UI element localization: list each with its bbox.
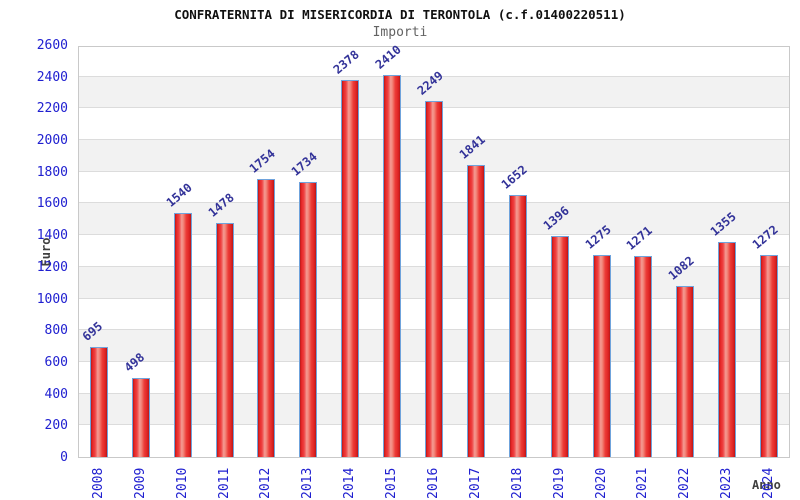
x-tick-label: 2024 bbox=[761, 467, 777, 499]
x-tick-label: 2022 bbox=[677, 467, 693, 499]
bar-2023 bbox=[718, 242, 737, 457]
bar-value-label: 2410 bbox=[372, 42, 404, 72]
bar-2009 bbox=[131, 378, 150, 457]
y-tick-label: 800 bbox=[44, 323, 68, 339]
x-tick-label: 2009 bbox=[132, 467, 148, 499]
x-tick-label: 2020 bbox=[593, 467, 609, 499]
bar-2020 bbox=[592, 254, 611, 457]
bar-2017 bbox=[466, 165, 485, 457]
bar-2015 bbox=[383, 75, 402, 457]
x-tick-label: 2015 bbox=[384, 467, 400, 499]
bar-2018 bbox=[508, 195, 527, 457]
y-tick-label: 2600 bbox=[36, 38, 68, 53]
bar-2012 bbox=[257, 179, 276, 457]
x-tick-label: 2017 bbox=[467, 467, 483, 499]
y-tick-label: 1200 bbox=[36, 259, 68, 275]
bar-value-label: 2378 bbox=[330, 47, 363, 77]
y-tick-label: 2000 bbox=[36, 133, 68, 149]
bar-2008 bbox=[89, 346, 108, 457]
y-tick-label: 600 bbox=[44, 354, 68, 370]
x-tick-label: 2010 bbox=[174, 467, 190, 499]
plot-area: 695 498 1540 1478 1754 1734 2378 2410 2249 1841 16… bbox=[78, 42, 790, 458]
x-axis-label: Anno bbox=[752, 478, 781, 492]
chart-title: CONFRATERNITA DI MISERICORDIA DI TERONTO… bbox=[174, 7, 626, 22]
x-tick-label: 2018 bbox=[509, 467, 525, 499]
gridline bbox=[79, 75, 789, 77]
x-tick-label: 2016 bbox=[426, 467, 441, 499]
bar-2022 bbox=[676, 285, 695, 457]
bar-2021 bbox=[634, 255, 653, 457]
y-tick-label: 1800 bbox=[36, 164, 68, 180]
bar-2016 bbox=[425, 100, 443, 457]
bar-2011 bbox=[215, 222, 234, 457]
x-tick-label: 2011 bbox=[216, 467, 232, 499]
bar-2013 bbox=[299, 182, 318, 457]
bar-2019 bbox=[550, 235, 569, 457]
bar-2010 bbox=[173, 212, 192, 457]
chart-subtitle: Importi bbox=[372, 25, 428, 40]
y-tick-label: 2200 bbox=[36, 101, 68, 117]
x-tick-label: 2013 bbox=[300, 467, 316, 499]
x-tick-label: 2023 bbox=[719, 467, 735, 499]
x-tick-label: 2014 bbox=[342, 467, 358, 499]
y-tick-label: 1000 bbox=[36, 291, 68, 307]
y-tick-label: 0 bbox=[60, 450, 68, 465]
bar-2024 bbox=[760, 255, 779, 457]
x-tick-label: 2019 bbox=[551, 467, 567, 499]
y-tick-label: 1600 bbox=[36, 196, 68, 212]
y-tick-label: 200 bbox=[44, 418, 68, 434]
y-tick-label: 1400 bbox=[36, 228, 68, 244]
x-tick-label: 2021 bbox=[635, 467, 651, 499]
bar-2014 bbox=[341, 80, 360, 457]
x-tick-label: 2008 bbox=[90, 467, 106, 499]
y-tick-label: 2400 bbox=[36, 69, 68, 85]
y-tick-label: 400 bbox=[44, 386, 68, 402]
x-tick-label: 2012 bbox=[258, 467, 274, 499]
